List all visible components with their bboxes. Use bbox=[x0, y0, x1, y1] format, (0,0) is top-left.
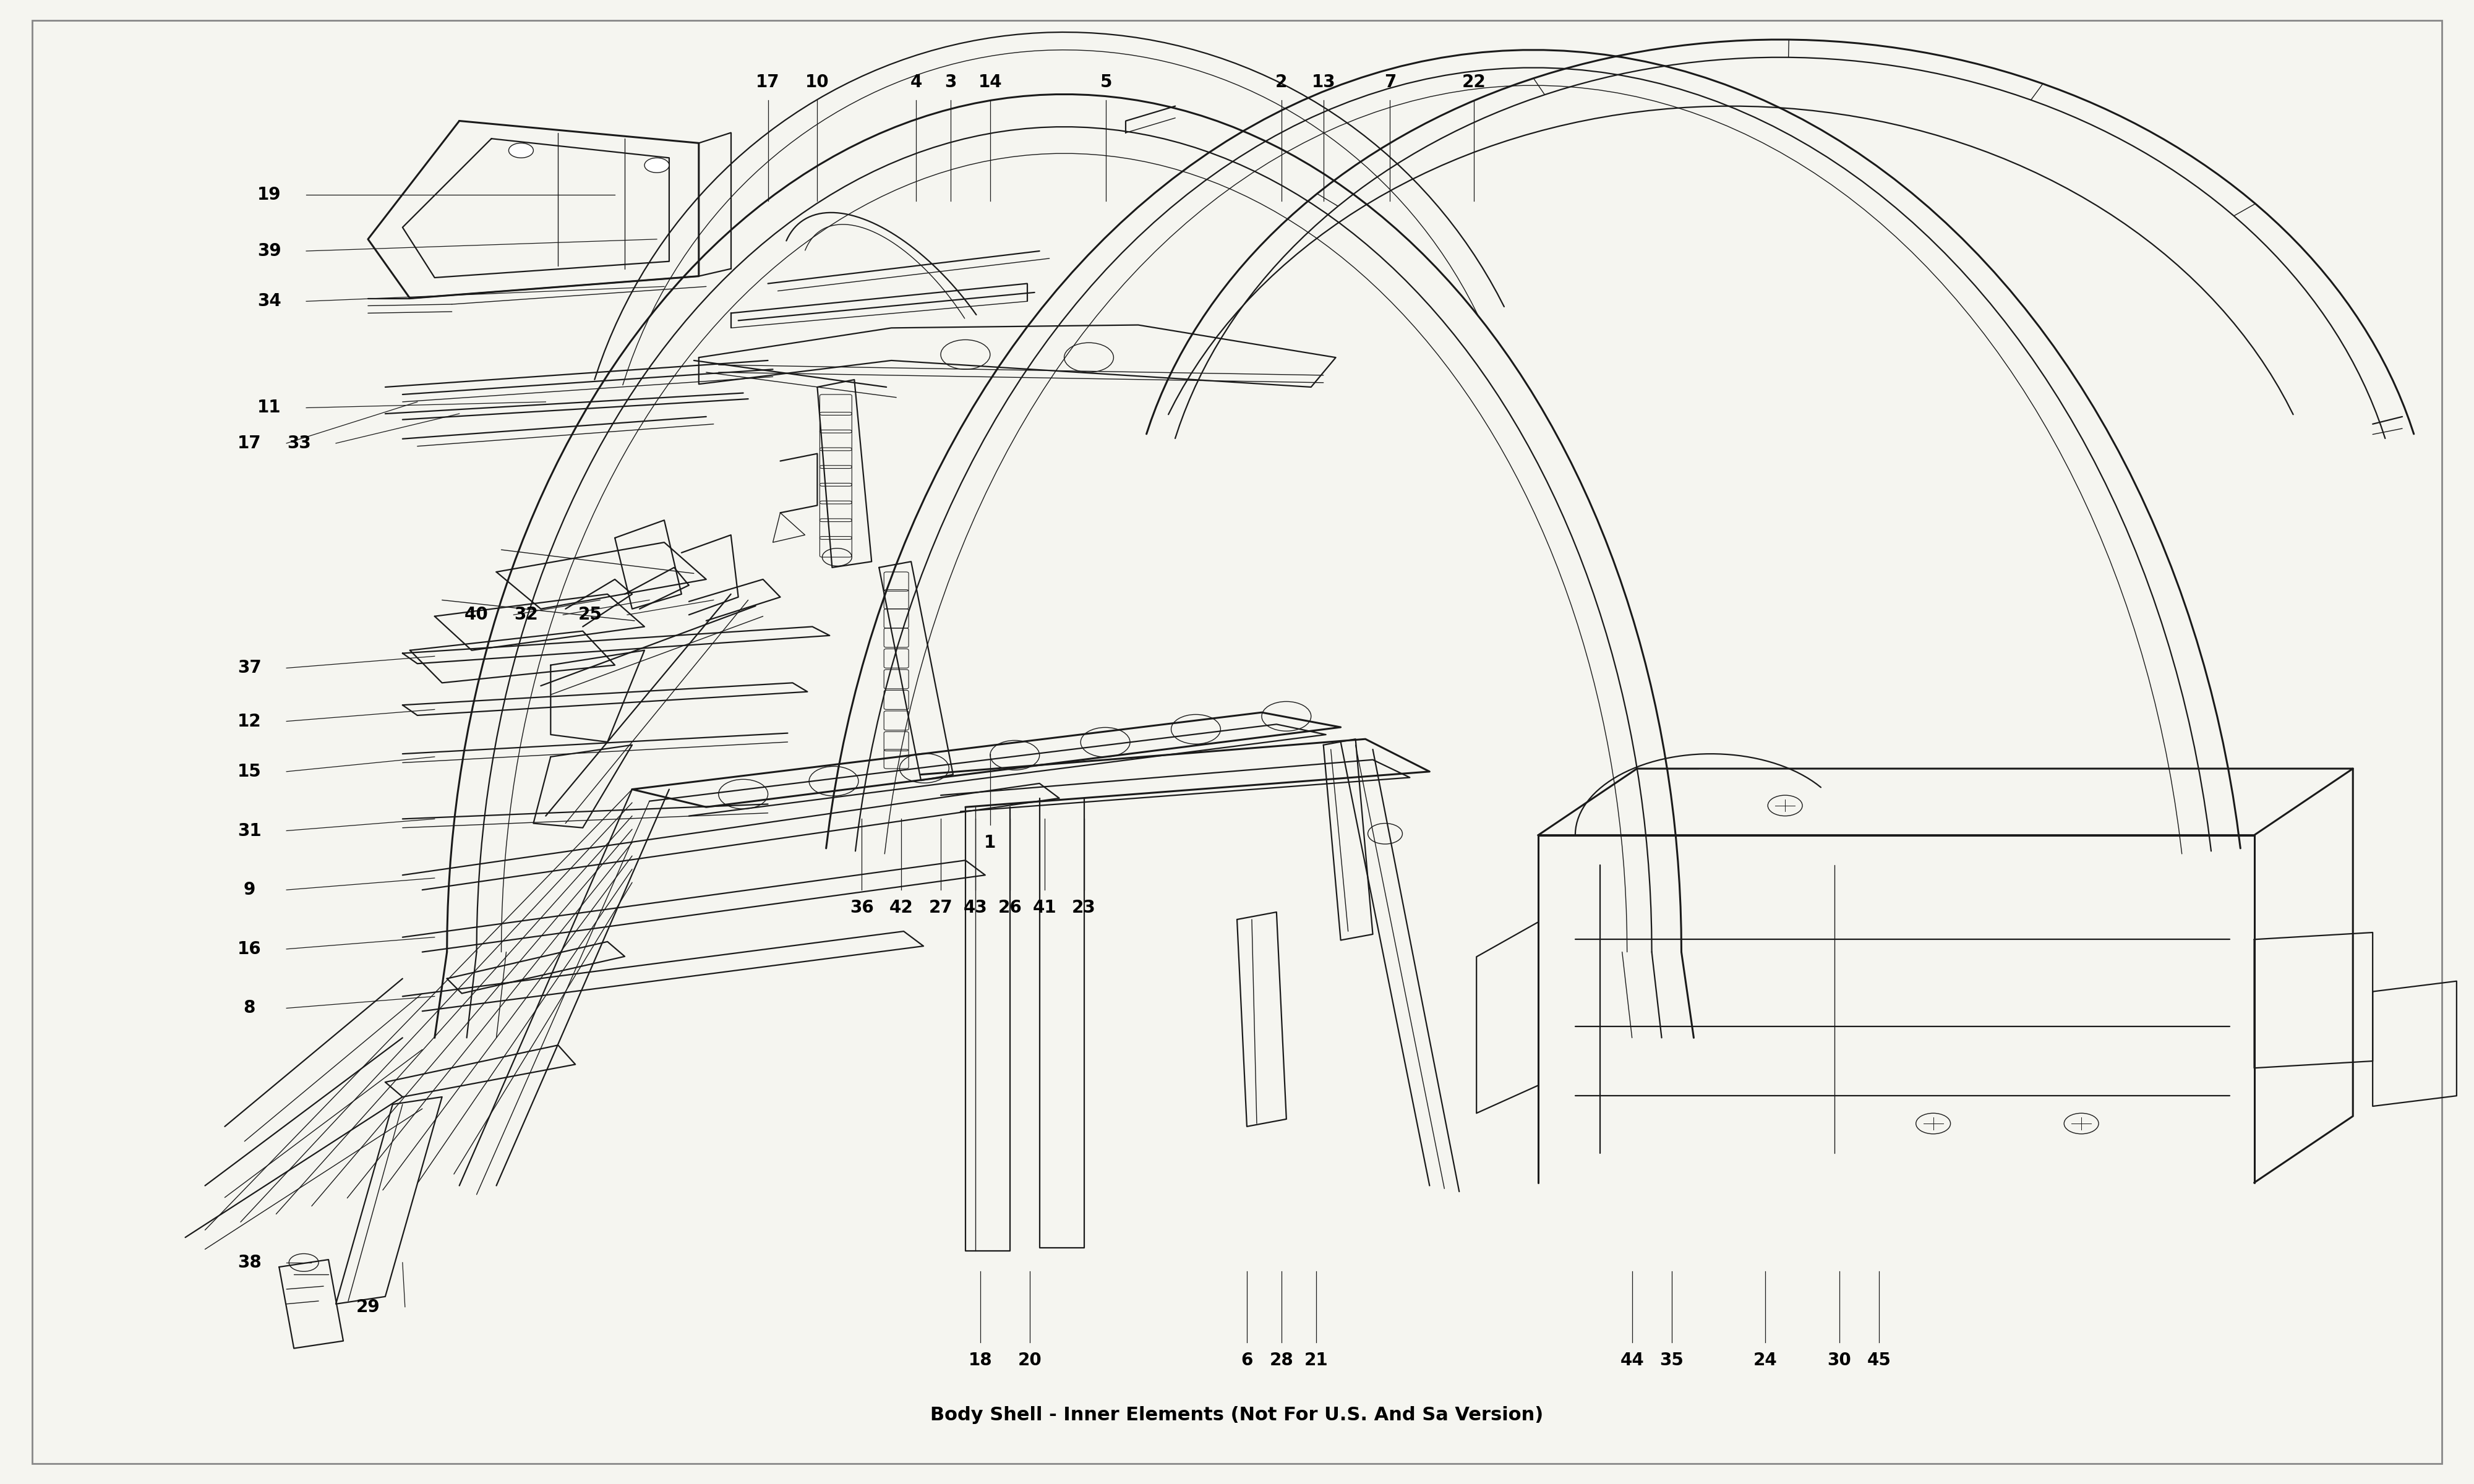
Text: 9: 9 bbox=[242, 881, 255, 898]
Text: 21: 21 bbox=[1304, 1352, 1329, 1368]
Text: 4: 4 bbox=[910, 74, 923, 91]
Text: 40: 40 bbox=[465, 605, 487, 623]
Text: 7: 7 bbox=[1383, 74, 1395, 91]
Text: 35: 35 bbox=[1660, 1352, 1682, 1368]
Text: 23: 23 bbox=[1071, 899, 1096, 916]
Text: 17: 17 bbox=[757, 74, 779, 91]
Text: 6: 6 bbox=[1242, 1352, 1252, 1368]
Text: 24: 24 bbox=[1754, 1352, 1776, 1368]
Circle shape bbox=[646, 157, 668, 172]
Text: 17: 17 bbox=[238, 435, 262, 453]
Text: 42: 42 bbox=[888, 899, 913, 916]
Text: 13: 13 bbox=[1311, 74, 1336, 91]
Text: 25: 25 bbox=[579, 605, 601, 623]
Text: 43: 43 bbox=[962, 899, 987, 916]
Text: 45: 45 bbox=[1868, 1352, 1890, 1368]
Text: 15: 15 bbox=[238, 763, 262, 781]
Text: 19: 19 bbox=[257, 186, 282, 203]
Text: 22: 22 bbox=[1462, 74, 1487, 91]
Text: 20: 20 bbox=[1017, 1352, 1042, 1368]
Text: 33: 33 bbox=[287, 435, 312, 453]
Text: 37: 37 bbox=[238, 659, 262, 677]
Text: 36: 36 bbox=[849, 899, 873, 916]
Text: 16: 16 bbox=[238, 941, 262, 957]
Circle shape bbox=[510, 142, 534, 157]
Text: 34: 34 bbox=[257, 292, 282, 310]
Text: 2: 2 bbox=[1277, 74, 1286, 91]
Text: 29: 29 bbox=[356, 1298, 381, 1316]
Text: Body Shell - Inner Elements (Not For U.S. And Sa Version): Body Shell - Inner Elements (Not For U.S… bbox=[930, 1405, 1544, 1423]
Text: 26: 26 bbox=[997, 899, 1022, 916]
Text: 11: 11 bbox=[257, 399, 282, 417]
Text: 3: 3 bbox=[945, 74, 957, 91]
Text: 32: 32 bbox=[515, 605, 537, 623]
Text: 8: 8 bbox=[242, 1000, 255, 1017]
Text: 31: 31 bbox=[238, 822, 262, 840]
Text: 27: 27 bbox=[928, 899, 952, 916]
Text: 5: 5 bbox=[1101, 74, 1113, 91]
Text: 10: 10 bbox=[807, 74, 829, 91]
Text: 28: 28 bbox=[1269, 1352, 1294, 1368]
Text: 18: 18 bbox=[967, 1352, 992, 1368]
Text: 14: 14 bbox=[977, 74, 1002, 91]
Text: 1: 1 bbox=[985, 834, 997, 852]
Text: 44: 44 bbox=[1620, 1352, 1645, 1368]
Text: 12: 12 bbox=[238, 712, 262, 730]
Text: 30: 30 bbox=[1828, 1352, 1851, 1368]
Text: 38: 38 bbox=[238, 1254, 262, 1272]
Text: 39: 39 bbox=[257, 242, 282, 260]
Text: 41: 41 bbox=[1032, 899, 1056, 916]
